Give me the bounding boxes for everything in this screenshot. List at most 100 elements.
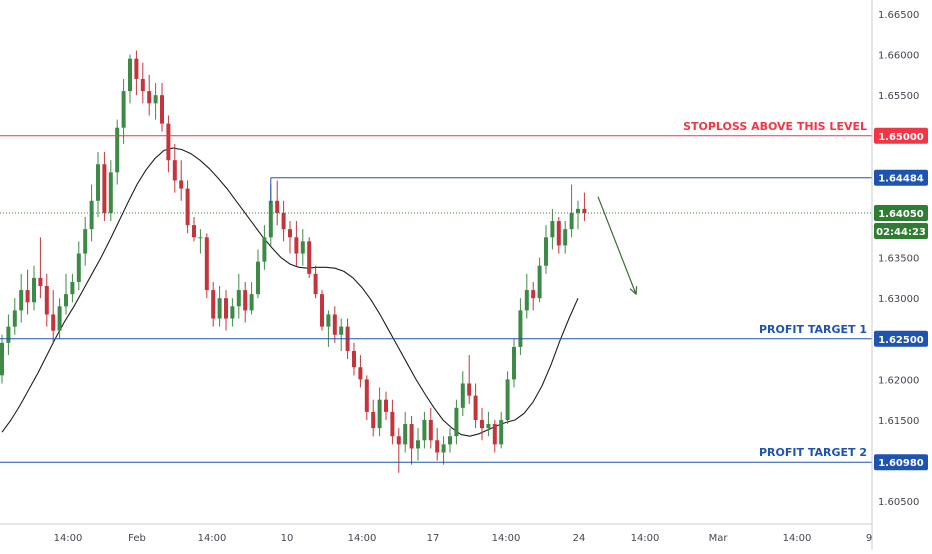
candle-body [518,310,523,347]
candle-body [70,281,75,295]
candle-body [313,273,318,295]
candle [153,83,158,120]
candle-body [492,424,497,445]
candle [531,281,536,311]
resistance-price-label: 1.64484 [878,174,924,185]
candle [371,399,376,437]
price-tick-label: 1.63500 [878,254,919,265]
candle-body [211,290,216,319]
profit-target-2-annotation: PROFIT TARGET 2 [759,446,867,459]
candle-body [275,200,280,213]
candle-body [179,180,184,189]
candle [435,428,440,461]
candle [460,371,465,416]
candle-body [435,440,440,453]
candle-body [0,342,4,376]
candle [0,334,4,384]
price-tick-label: 1.66500 [878,10,919,21]
profit-target-1-annotation: PROFIT TARGET 1 [759,323,867,336]
candle [480,407,484,441]
candle-body [6,326,11,343]
countdown-badge [874,222,928,239]
candle-body [25,290,30,303]
price-tick-label: 1.63000 [878,294,919,305]
candle [147,74,152,116]
candle [339,318,344,351]
candle [416,428,420,461]
candle-body [134,58,139,79]
candle-body [448,436,452,445]
candle [89,184,94,242]
candle-body [390,411,395,437]
candle-body [499,420,504,445]
profit-target-1-price-badge [874,330,928,347]
time-tick-label: 10 [281,533,294,544]
candle [172,143,177,193]
candle [64,273,68,315]
candle-body [582,208,587,213]
candle [249,281,254,315]
candle-body [102,164,107,213]
candle [377,387,382,437]
candle-body [416,440,420,449]
candle-body [364,379,369,412]
candle-body [358,367,363,380]
candle [288,221,292,254]
candle-body [396,436,401,445]
candle-body [473,395,478,420]
candle-body [409,424,414,449]
candle-body [544,237,548,266]
candle-body [192,225,196,238]
time-axis[interactable]: 14:00 Feb 14:00 10 14:00 17 14:00 24 14:00 Mar 14:… [54,533,873,544]
candle-body [128,58,132,92]
candles [0,50,587,473]
candle-body [44,286,49,315]
time-tick-label: 17 [427,533,440,544]
forecast-arrow-line [597,196,637,295]
candle [12,298,17,335]
candle [70,273,75,303]
countdown-label: 02:44:23 [876,227,926,238]
time-tick-label: Feb [128,533,146,544]
candle-body [256,261,260,295]
candle [185,180,190,234]
candle [486,411,491,437]
candle-body [377,399,382,429]
candle [281,200,286,242]
candle [537,257,542,303]
time-tick-label: 14:00 [492,533,521,544]
candle-body [422,420,427,441]
candle-body [51,314,56,331]
candle-body [268,200,273,238]
candle [576,200,580,230]
candle [108,160,113,222]
candle [57,298,62,339]
candle-body [230,306,235,319]
candle [294,221,299,266]
candle-body [249,294,254,311]
candle [44,273,49,327]
candle-body [281,212,286,230]
candle-body [460,383,465,408]
candle [192,217,196,242]
candle [384,391,388,420]
time-tick-label: 9 [866,533,872,544]
candle-body [153,95,158,104]
candle-body [307,241,312,274]
candle-body [121,91,126,128]
candle [140,62,145,104]
candle [300,229,305,266]
candle-body [556,221,561,246]
candle [544,225,548,274]
last-price-badge [874,204,928,221]
candle-body [38,277,43,287]
candle-body [64,294,68,307]
candle [224,290,228,331]
candle [320,290,324,331]
candle [115,119,120,185]
price-tick-label: 1.65500 [878,91,919,102]
candle-body [467,383,472,396]
candle [499,411,504,449]
